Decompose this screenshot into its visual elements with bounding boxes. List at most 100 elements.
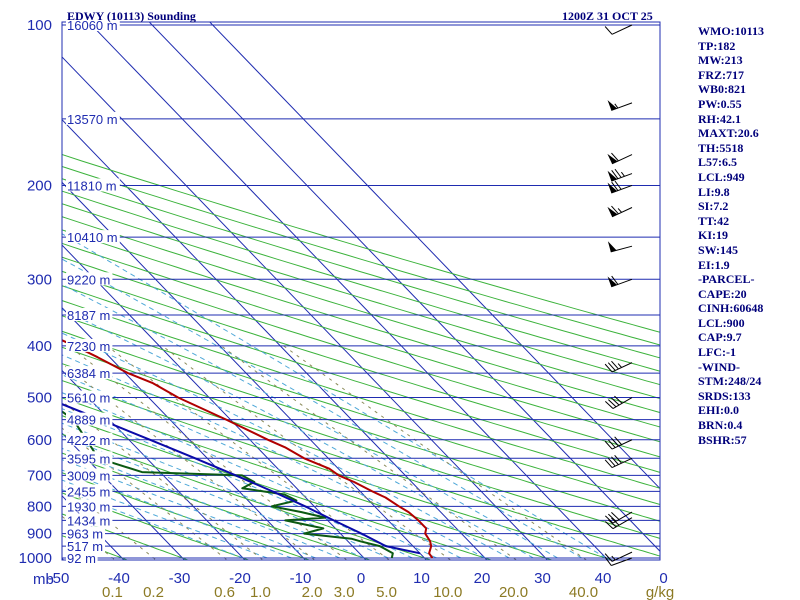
- wind-barb-flag: [611, 181, 619, 191]
- height-label: 8187 m: [67, 308, 110, 323]
- height-label-bg: [66, 307, 113, 321]
- stat-item: EHI:0.0: [698, 403, 740, 418]
- wind-barb-flag: [611, 275, 619, 285]
- dry-adiabat-line: [62, 433, 433, 560]
- wind-barb-flag: [611, 205, 619, 215]
- dewpoint-line: [62, 410, 394, 559]
- height-label-bg: [66, 272, 113, 286]
- isotherm-line: [62, 369, 246, 560]
- height-label-bg: [66, 526, 105, 540]
- moist-adiabat-line: [62, 469, 292, 559]
- dry-adiabat-lines: [62, 154, 660, 560]
- height-label-bg: [66, 513, 113, 527]
- pressure-tick-label: 500: [27, 390, 52, 407]
- stat-item: EI:1.9: [698, 257, 730, 272]
- stat-item: BSHR:57: [698, 432, 747, 447]
- stat-item: -PARCEL-: [698, 272, 755, 287]
- wind-barb-flag: [614, 395, 623, 404]
- height-label: 7230 m: [67, 339, 110, 354]
- wind-barb-flag: [611, 397, 620, 406]
- mixing-ratio-line: [68, 345, 348, 560]
- stat-item: FRZ:717: [698, 67, 744, 82]
- wind-barb-staff: [611, 439, 633, 450]
- moist-adiabat-line: [62, 422, 389, 559]
- dry-adiabat-line: [62, 330, 660, 522]
- wind-barb-pennant: [607, 182, 617, 193]
- wind-barb-staff: [612, 511, 633, 524]
- wind-barb-flag: [608, 513, 617, 522]
- height-label-bg: [66, 551, 98, 564]
- temperature-tick-label: -40: [108, 570, 130, 587]
- dry-adiabat-line: [62, 346, 660, 539]
- stat-item: SW:145: [698, 242, 739, 257]
- stat-item: LI:9.8: [698, 184, 730, 199]
- height-label: 1434 m: [67, 513, 110, 528]
- height-label-bg: [66, 230, 120, 244]
- height-label-bg: [66, 18, 120, 31]
- wind-barb-pennant: [607, 241, 617, 252]
- stat-item: BRN:0.4: [698, 418, 743, 433]
- stat-item: TH:5518: [698, 140, 744, 155]
- stat-item: TP:182: [698, 38, 736, 53]
- stat-item: MAXT:20.6: [698, 126, 759, 141]
- height-label-bg: [66, 111, 120, 125]
- temperature-tick-label: 10: [413, 570, 430, 587]
- temperature-tick-label: -50: [48, 570, 70, 587]
- dry-adiabat-line: [62, 285, 660, 473]
- moist-adiabat-line: [62, 489, 244, 559]
- mixing-ratio-line: [62, 400, 264, 560]
- dry-adiabat-line: [62, 513, 190, 560]
- mixing-ratio-label: 40.0: [569, 584, 598, 600]
- stat-item: -WIND-: [698, 359, 740, 374]
- plot-frame: [61, 21, 661, 561]
- dry-adiabat-line: [62, 178, 660, 359]
- dry-adiabat-line: [62, 363, 660, 557]
- dry-adiabat-line: [62, 256, 660, 443]
- pressure-tick-label: 1000: [19, 550, 52, 567]
- height-label-bg: [66, 390, 113, 404]
- height-label-bg: [66, 468, 113, 482]
- wind-barb: [604, 436, 633, 450]
- dry-adiabat-line: [62, 472, 311, 560]
- stat-item: CINH:60648: [698, 301, 764, 316]
- pressure-tick-label: 900: [27, 526, 52, 543]
- wind-barb-flag: [611, 360, 619, 370]
- moist-adiabat-line: [62, 479, 268, 559]
- dry-adiabat-line: [62, 165, 660, 346]
- temperature-tick-label: 0: [357, 570, 365, 587]
- mixing-ratio-label: 0.1: [102, 584, 123, 600]
- wind-barb-flag: [608, 519, 617, 528]
- stat-item: SI:7.2: [698, 199, 729, 214]
- temperature-tick-label: 40: [595, 570, 612, 587]
- mixing-ratio-labels: 0.1 0.2 0.6 1.0 2.0 3.0 5.0 10.0 20.0 40.0 g/kg: [102, 584, 674, 600]
- mixing-ratio-label: 5.0: [376, 584, 397, 600]
- pressure-tick-label: 700: [27, 467, 52, 484]
- dry-adiabat-line: [62, 452, 372, 560]
- isobar-lines: [62, 24, 660, 559]
- wind-barb: [607, 275, 633, 288]
- wind-barb-flag: [614, 455, 622, 464]
- height-label-bg: [66, 539, 105, 553]
- wind-barb: [607, 152, 633, 165]
- wind-barb-flag: [604, 363, 613, 373]
- height-label: 4889 m: [67, 413, 110, 428]
- mixing-ratio-label: 0.6: [214, 584, 235, 600]
- stat-item: CAPE:20: [698, 286, 747, 301]
- height-label-bg: [66, 366, 113, 380]
- height-label-bg: [66, 499, 113, 513]
- pressure-unit-label: mb: [33, 571, 54, 588]
- height-label: 10410 m: [67, 230, 118, 245]
- mixing-ratio-label: 10.0: [433, 584, 462, 600]
- height-label: 1930 m: [67, 499, 110, 514]
- pressure-tick-label: 200: [27, 177, 52, 194]
- wind-barb: [607, 205, 633, 218]
- mixing-ratio-label: 2.0: [302, 584, 323, 600]
- height-label-bg: [66, 432, 113, 446]
- wind-barb-staff: [611, 102, 633, 111]
- dry-adiabat-line: [62, 300, 660, 489]
- wind-barb-staff: [611, 557, 633, 566]
- wind-barb-staff: [610, 245, 633, 253]
- wind-barb: [605, 395, 633, 409]
- dry-adiabat-line: [62, 380, 615, 560]
